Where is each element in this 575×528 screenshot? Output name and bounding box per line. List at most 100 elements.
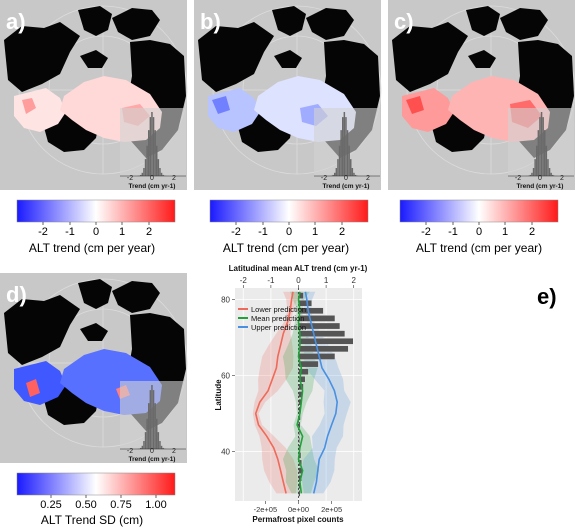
inset-bar xyxy=(544,130,546,176)
inset-bar xyxy=(141,172,144,176)
inset-axis-label: Trend (cm yr-1) xyxy=(517,183,564,190)
series-line-2 xyxy=(304,291,339,494)
colorbar-tick-label: -1 xyxy=(448,226,458,238)
inset-bar xyxy=(335,168,338,176)
inset-bar xyxy=(353,172,355,176)
tick-label: 2e+05 xyxy=(321,505,342,514)
tick-label: 0e+00 xyxy=(288,505,309,514)
greenland-landmass xyxy=(272,6,306,36)
panel-d: -2 0 2 Trend (cm yr-1) d) 0.25 0.50 0.75… xyxy=(0,273,188,527)
colorbar xyxy=(399,199,559,223)
tick-label: -2 xyxy=(240,276,248,285)
colorbar-tick-label: 1 xyxy=(502,226,508,238)
colorbar-tick-label: 2 xyxy=(529,226,535,238)
colorbar-tick-label: 0.75 xyxy=(110,499,131,511)
tick-label: 40 xyxy=(221,448,230,457)
histogram-bar xyxy=(298,345,349,353)
permafrost-region xyxy=(14,361,66,405)
histogram-bar xyxy=(298,338,354,345)
inset-bar xyxy=(156,418,158,449)
inset-tick-label: 2 xyxy=(366,175,370,182)
inset-tick-label: 2 xyxy=(560,175,564,182)
inset-axis-label: Trend (cm yr-1) xyxy=(129,183,176,190)
panel-label: e) xyxy=(537,284,557,309)
tick-label: 0 xyxy=(296,276,301,285)
north-america-landmass xyxy=(4,295,80,365)
greenland-landmass xyxy=(466,6,500,36)
inset-bar xyxy=(550,172,552,176)
inset-tick-label: -2 xyxy=(127,175,133,182)
colorbar-tick-label: 1.00 xyxy=(145,499,166,511)
inset-tick-label: 0 xyxy=(150,175,154,182)
inset-tick-label: 2 xyxy=(172,448,176,455)
inset-bar xyxy=(346,130,349,176)
histogram-bar xyxy=(298,368,309,375)
inset-bar xyxy=(348,145,350,176)
inset-bar xyxy=(345,117,347,176)
inset-tick-label: 0 xyxy=(538,175,542,182)
inset-bar xyxy=(144,432,147,449)
arctic-islands xyxy=(80,323,108,341)
inset-histogram xyxy=(120,108,186,177)
inset-bar xyxy=(338,145,341,176)
colorbar-tick-label: -2 xyxy=(421,226,431,238)
histogram-bar xyxy=(298,376,306,383)
top-axis-ticks: -2 -1 0 1 2 xyxy=(240,276,356,288)
north-america-landmass xyxy=(4,22,80,92)
inset-bar xyxy=(332,174,334,176)
panel-a: -2 0 2 Trend (cm yr-1) a) -2 -1 0 1 2 AL… xyxy=(0,0,188,255)
scandinavia-landmass xyxy=(500,8,548,40)
inset-bar xyxy=(157,432,160,449)
inset-bar xyxy=(542,117,544,176)
colorbar-title: ALT trend (cm per year) xyxy=(223,241,349,255)
inset-bar xyxy=(350,159,352,176)
colorbar xyxy=(209,199,369,223)
colorbar-tick-label: 0 xyxy=(286,226,292,238)
inset-bar xyxy=(552,174,554,176)
inset-bar xyxy=(529,174,532,176)
inset-tick-label: -2 xyxy=(515,175,521,182)
legend: Lower prediction Mean prediction Upper p… xyxy=(238,305,306,332)
colorbar-tick-label: -2 xyxy=(231,226,241,238)
arctic-islands xyxy=(80,50,108,68)
inset-bar xyxy=(534,159,536,176)
bottom-axis-title: Permafrost pixel counts xyxy=(252,515,344,524)
inset-tick-label: 0 xyxy=(344,175,348,182)
colorbar-ticks xyxy=(50,495,157,498)
inset-bar xyxy=(156,145,158,176)
panel-label: a) xyxy=(6,9,26,34)
inset-axis-label: Trend (cm yr-1) xyxy=(129,456,176,463)
colorbar-title: ALT trend (cm per year) xyxy=(416,241,542,255)
inset-axis-label: Trend (cm yr-1) xyxy=(323,183,370,190)
arctic-islands xyxy=(274,50,302,68)
inset-bar xyxy=(342,117,344,176)
inset-bar xyxy=(545,145,548,176)
tick-label: 60 xyxy=(221,371,230,380)
colorbar-tick-label: 0 xyxy=(476,226,482,238)
inset-bar xyxy=(157,159,160,176)
colorbar xyxy=(16,199,176,223)
inset-bar xyxy=(354,174,357,176)
tick-label: -2e+05 xyxy=(254,505,278,514)
inset-tick-label: -2 xyxy=(321,175,327,182)
inset-histogram xyxy=(120,381,186,450)
inset-bar xyxy=(159,168,161,176)
inset-bar xyxy=(547,159,549,176)
inset-histogram xyxy=(314,108,380,177)
colorbar-tick-label: -1 xyxy=(65,226,75,238)
permafrost-hotspot xyxy=(26,379,40,397)
colorbar-tick-label: -2 xyxy=(38,226,48,238)
inset-bar xyxy=(154,130,156,176)
inset-bar xyxy=(146,418,148,449)
inset-bar xyxy=(539,117,541,176)
colorbar-tick-label: 1 xyxy=(119,226,125,238)
inset-bar xyxy=(540,112,543,176)
bottom-axis-ticks: -2e+05 0e+00 2e+05 xyxy=(254,501,342,514)
permafrost-hotspot xyxy=(406,96,424,114)
colorbar-tick-label: 0 xyxy=(93,226,99,238)
inset-bar xyxy=(148,403,150,449)
inset-histogram xyxy=(508,108,574,177)
ribbon-0 xyxy=(252,291,303,494)
inset-bar xyxy=(149,117,152,176)
